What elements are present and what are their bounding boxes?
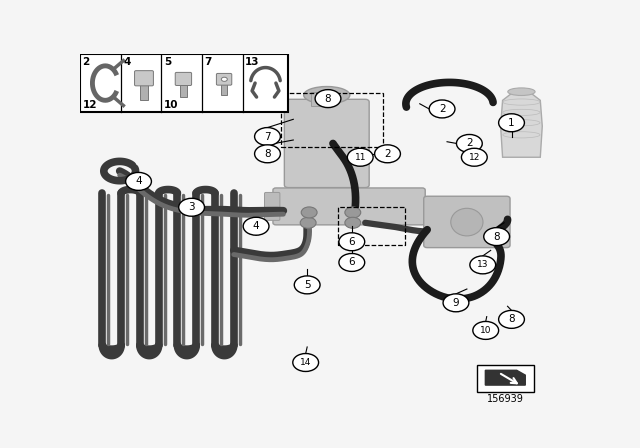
FancyBboxPatch shape: [216, 73, 232, 85]
Text: 2: 2: [439, 104, 445, 114]
Text: 2: 2: [83, 56, 90, 66]
Circle shape: [255, 145, 280, 163]
Text: 8: 8: [493, 232, 500, 241]
Bar: [140, 84, 148, 99]
Text: 8: 8: [324, 94, 332, 103]
Circle shape: [499, 114, 524, 132]
Circle shape: [315, 90, 341, 108]
Circle shape: [339, 254, 365, 271]
Text: 13: 13: [477, 260, 488, 269]
Text: 156939: 156939: [487, 393, 524, 404]
Text: 1: 1: [508, 118, 515, 128]
FancyBboxPatch shape: [134, 71, 154, 86]
Text: 3: 3: [188, 202, 195, 212]
Bar: [80, 54, 288, 112]
Circle shape: [456, 134, 483, 152]
FancyBboxPatch shape: [175, 73, 191, 86]
Ellipse shape: [508, 88, 535, 95]
Circle shape: [243, 217, 269, 235]
Text: 5: 5: [304, 280, 310, 290]
Bar: [312, 92, 332, 106]
Text: 11: 11: [355, 153, 366, 162]
Circle shape: [301, 207, 317, 218]
Text: 7: 7: [264, 132, 271, 142]
Bar: [477, 365, 534, 392]
Circle shape: [443, 294, 469, 312]
Bar: [281, 94, 383, 147]
Circle shape: [221, 77, 227, 82]
Text: 12: 12: [468, 153, 480, 162]
Text: 4: 4: [123, 56, 131, 66]
Text: 5: 5: [164, 56, 171, 66]
Circle shape: [345, 207, 361, 218]
Text: 13: 13: [245, 56, 260, 66]
Text: 4: 4: [253, 221, 259, 231]
Text: 8: 8: [264, 149, 271, 159]
Bar: [180, 84, 187, 97]
Polygon shape: [485, 370, 525, 385]
FancyBboxPatch shape: [284, 99, 369, 188]
Text: 6: 6: [349, 258, 355, 267]
Ellipse shape: [451, 208, 483, 236]
Text: 6: 6: [349, 237, 355, 247]
Text: 7: 7: [205, 56, 212, 66]
Circle shape: [429, 100, 455, 118]
Text: 2: 2: [384, 149, 391, 159]
Text: 4: 4: [135, 177, 142, 186]
Circle shape: [339, 233, 365, 251]
Polygon shape: [500, 94, 542, 157]
Circle shape: [300, 217, 316, 228]
Circle shape: [255, 128, 280, 146]
Text: 10: 10: [164, 99, 179, 110]
Text: 9: 9: [452, 298, 460, 308]
Circle shape: [473, 322, 499, 340]
Text: 14: 14: [300, 358, 312, 367]
Bar: [338, 207, 405, 245]
Circle shape: [292, 353, 319, 371]
Circle shape: [294, 276, 320, 294]
Circle shape: [323, 98, 333, 105]
FancyBboxPatch shape: [273, 188, 425, 225]
Bar: [221, 84, 227, 95]
Circle shape: [499, 310, 524, 328]
Text: 12: 12: [83, 99, 97, 110]
Text: 8: 8: [508, 314, 515, 324]
Circle shape: [125, 172, 152, 190]
FancyBboxPatch shape: [264, 193, 280, 220]
Circle shape: [348, 148, 373, 166]
Circle shape: [461, 148, 487, 166]
Circle shape: [484, 228, 509, 246]
Text: 2: 2: [466, 138, 473, 148]
Ellipse shape: [304, 86, 350, 104]
Circle shape: [345, 217, 361, 228]
Circle shape: [470, 256, 495, 274]
Circle shape: [179, 198, 205, 216]
Circle shape: [374, 145, 401, 163]
Circle shape: [319, 95, 337, 108]
Text: 10: 10: [480, 326, 492, 335]
FancyBboxPatch shape: [424, 196, 510, 248]
